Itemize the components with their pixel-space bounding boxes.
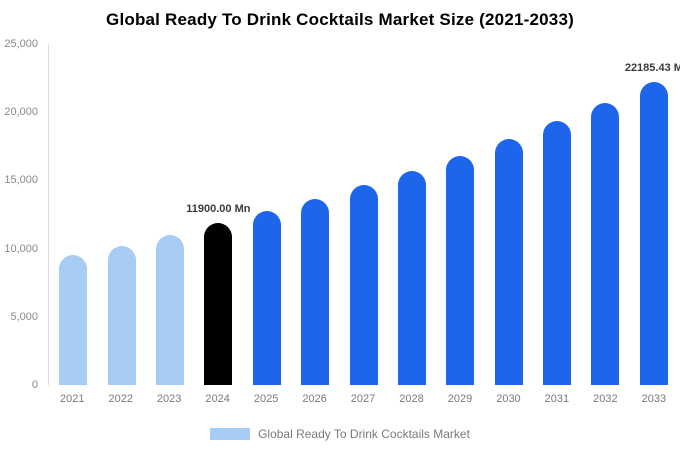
x-label-2021: 2021 (59, 393, 85, 405)
bar-slot-2025 (243, 44, 291, 385)
data-label-2033: 22185.43 M (624, 62, 680, 75)
data-label-2024: 11900.00 Mn (186, 202, 251, 215)
x-label-2029: 2029 (447, 393, 473, 405)
bar-2028[interactable] (397, 170, 426, 385)
bar-2022[interactable] (107, 245, 136, 385)
bar-2030[interactable] (494, 139, 523, 385)
bar-slot-2030 (485, 44, 533, 385)
y-axis: 25,000 20,000 15,000 10,000 5,000 0 (0, 38, 44, 391)
bar-slot-2024: 11900.00 Mn (186, 44, 250, 385)
bars-container: 11900.00 Mn 22185.43 M (49, 44, 680, 385)
bar-2027[interactable] (349, 185, 378, 385)
y-tick-15000: 15,000 (4, 174, 38, 187)
x-label-2024: 2024 (205, 393, 230, 405)
bar-slot-2029 (436, 44, 484, 385)
x-label-2030: 2030 (496, 393, 521, 405)
chart-title: Global Ready To Drink Cocktails Market S… (106, 10, 574, 29)
plot-area: 11900.00 Mn 22185.43 M (48, 44, 680, 385)
bar-slot-2033: 22185.43 M (625, 44, 680, 385)
y-tick-20000: 20,000 (4, 106, 38, 119)
x-label-2022: 2022 (108, 393, 133, 405)
legend-label[interactable]: Global Ready To Drink Cocktails Market (258, 427, 470, 441)
x-label-2027: 2027 (350, 393, 376, 405)
y-tick-10000: 10,000 (4, 242, 38, 255)
bar-2029[interactable] (446, 155, 475, 385)
bar-2026[interactable] (301, 198, 330, 385)
x-axis: 2021 2022 2023 2024 2025 2026 2027 2028 2029 2030… (48, 393, 678, 405)
x-label-2032: 2032 (593, 393, 618, 405)
bar-slot-2022 (97, 44, 145, 385)
bar-slot-2026 (291, 44, 339, 385)
x-label-2033: 2033 (641, 393, 667, 405)
y-tick-5000: 5,000 (10, 310, 38, 323)
x-label-2025: 2025 (253, 393, 279, 405)
bar-2025[interactable] (252, 211, 281, 385)
legend[interactable]: Global Ready To Drink Cocktails Market (0, 427, 680, 441)
bar-2021[interactable] (59, 255, 88, 385)
legend-swatch[interactable] (210, 428, 251, 440)
bar-2032[interactable] (591, 102, 620, 385)
y-tick-25000: 25,000 (4, 38, 38, 50)
bar-slot-2027 (339, 44, 387, 385)
bar-2023[interactable] (155, 234, 184, 385)
x-label-2023: 2023 (156, 393, 182, 405)
bar-2024[interactable] (204, 222, 233, 385)
bar-2031[interactable] (543, 121, 572, 385)
y-tick-0: 0 (31, 379, 38, 391)
bar-slot-2032 (581, 44, 629, 385)
bar-slot-2028 (388, 44, 436, 385)
bar-2033[interactable] (639, 82, 668, 385)
x-label-2026: 2026 (302, 393, 327, 405)
x-label-2028: 2028 (399, 393, 424, 405)
bar-slot-2023 (146, 44, 194, 385)
bar-slot-2031 (533, 44, 581, 385)
x-label-2031: 2031 (544, 393, 570, 405)
bar-slot-2021 (49, 44, 97, 385)
